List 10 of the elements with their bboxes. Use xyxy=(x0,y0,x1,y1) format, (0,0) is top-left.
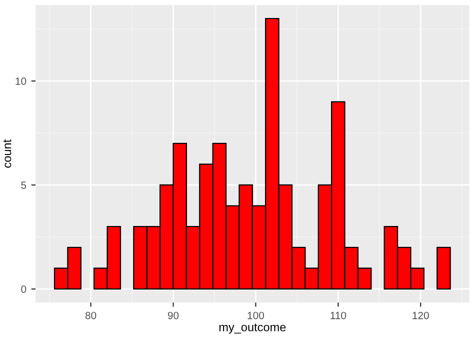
x-tick-label: 120 xyxy=(412,312,429,320)
x-axis-title: my_outcome xyxy=(219,324,286,334)
y-tick-label: 10 xyxy=(16,77,26,85)
y-tick-label: 0 xyxy=(21,285,26,293)
x-tick-label: 80 xyxy=(85,312,96,320)
x-tick-label: 90 xyxy=(168,312,179,320)
y-axis-title: count xyxy=(3,139,12,168)
y-tick-label: 5 xyxy=(21,182,26,189)
x-tick-label: 110 xyxy=(330,312,346,320)
x-tick-label: 100 xyxy=(248,312,264,320)
